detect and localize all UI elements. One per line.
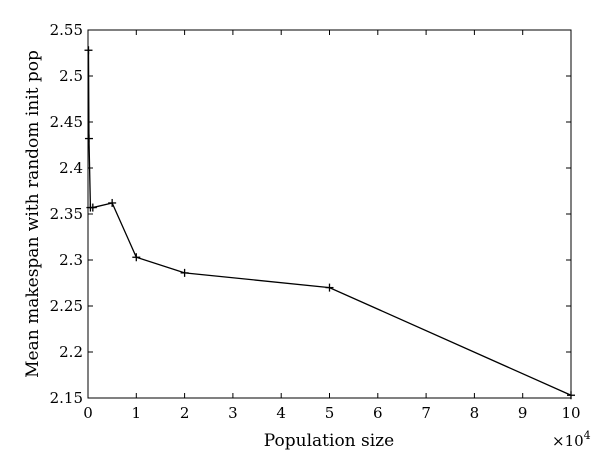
y-tick-label: 2.55 xyxy=(50,21,83,39)
y-axis-label: Mean makespan with random init pop xyxy=(23,50,43,378)
data-point-marker xyxy=(84,46,93,55)
x-tick-label: 6 xyxy=(373,404,383,422)
y-tick-label: 2.35 xyxy=(50,205,83,223)
data-point-marker xyxy=(108,198,117,207)
x-multiplier-exponent: 4 xyxy=(584,429,591,442)
data-point-marker xyxy=(567,391,575,400)
x-tick-label: 1 xyxy=(132,404,142,422)
x-tick-label: 9 xyxy=(518,404,528,422)
y-tick-label: 2.45 xyxy=(50,113,83,131)
y-tick-label: 2.4 xyxy=(59,159,83,177)
x-tick-label: 8 xyxy=(470,404,480,422)
x-tick-label: 10 xyxy=(561,404,580,422)
x-tick-label: 7 xyxy=(421,404,431,422)
x-tick-label: 4 xyxy=(276,404,286,422)
y-tick-label: 2.3 xyxy=(59,251,83,269)
series-line xyxy=(87,50,572,396)
tick-labels: 0 1 2 3 4 5 6 7 8 9 10 2.15 2.2 2.25 2.3 2.35 2.4 2.45 2.5… xyxy=(50,21,581,422)
axis-ticks xyxy=(87,29,572,399)
x-multiplier-base: ×10 xyxy=(552,432,584,450)
data-point-marker xyxy=(325,283,334,292)
y-tick-label: 2.5 xyxy=(59,67,83,85)
data-point-marker xyxy=(180,268,189,277)
x-tick-label: 0 xyxy=(83,404,93,422)
y-tick-label: 2.2 xyxy=(59,343,83,361)
x-tick-label: 2 xyxy=(180,404,190,422)
y-tick-label: 2.25 xyxy=(50,297,83,315)
data-point-marker xyxy=(84,134,93,143)
data-point-marker xyxy=(132,253,141,262)
series-markers xyxy=(84,46,575,400)
x-tick-label: 5 xyxy=(325,404,335,422)
y-tick-label: 2.15 xyxy=(50,389,83,407)
data-point-marker xyxy=(88,203,97,212)
x-tick-label: 3 xyxy=(228,404,238,422)
x-axis-label: Population size xyxy=(264,431,394,451)
plot-frame xyxy=(87,29,572,399)
x-multiplier-label: ×104 xyxy=(552,429,591,450)
